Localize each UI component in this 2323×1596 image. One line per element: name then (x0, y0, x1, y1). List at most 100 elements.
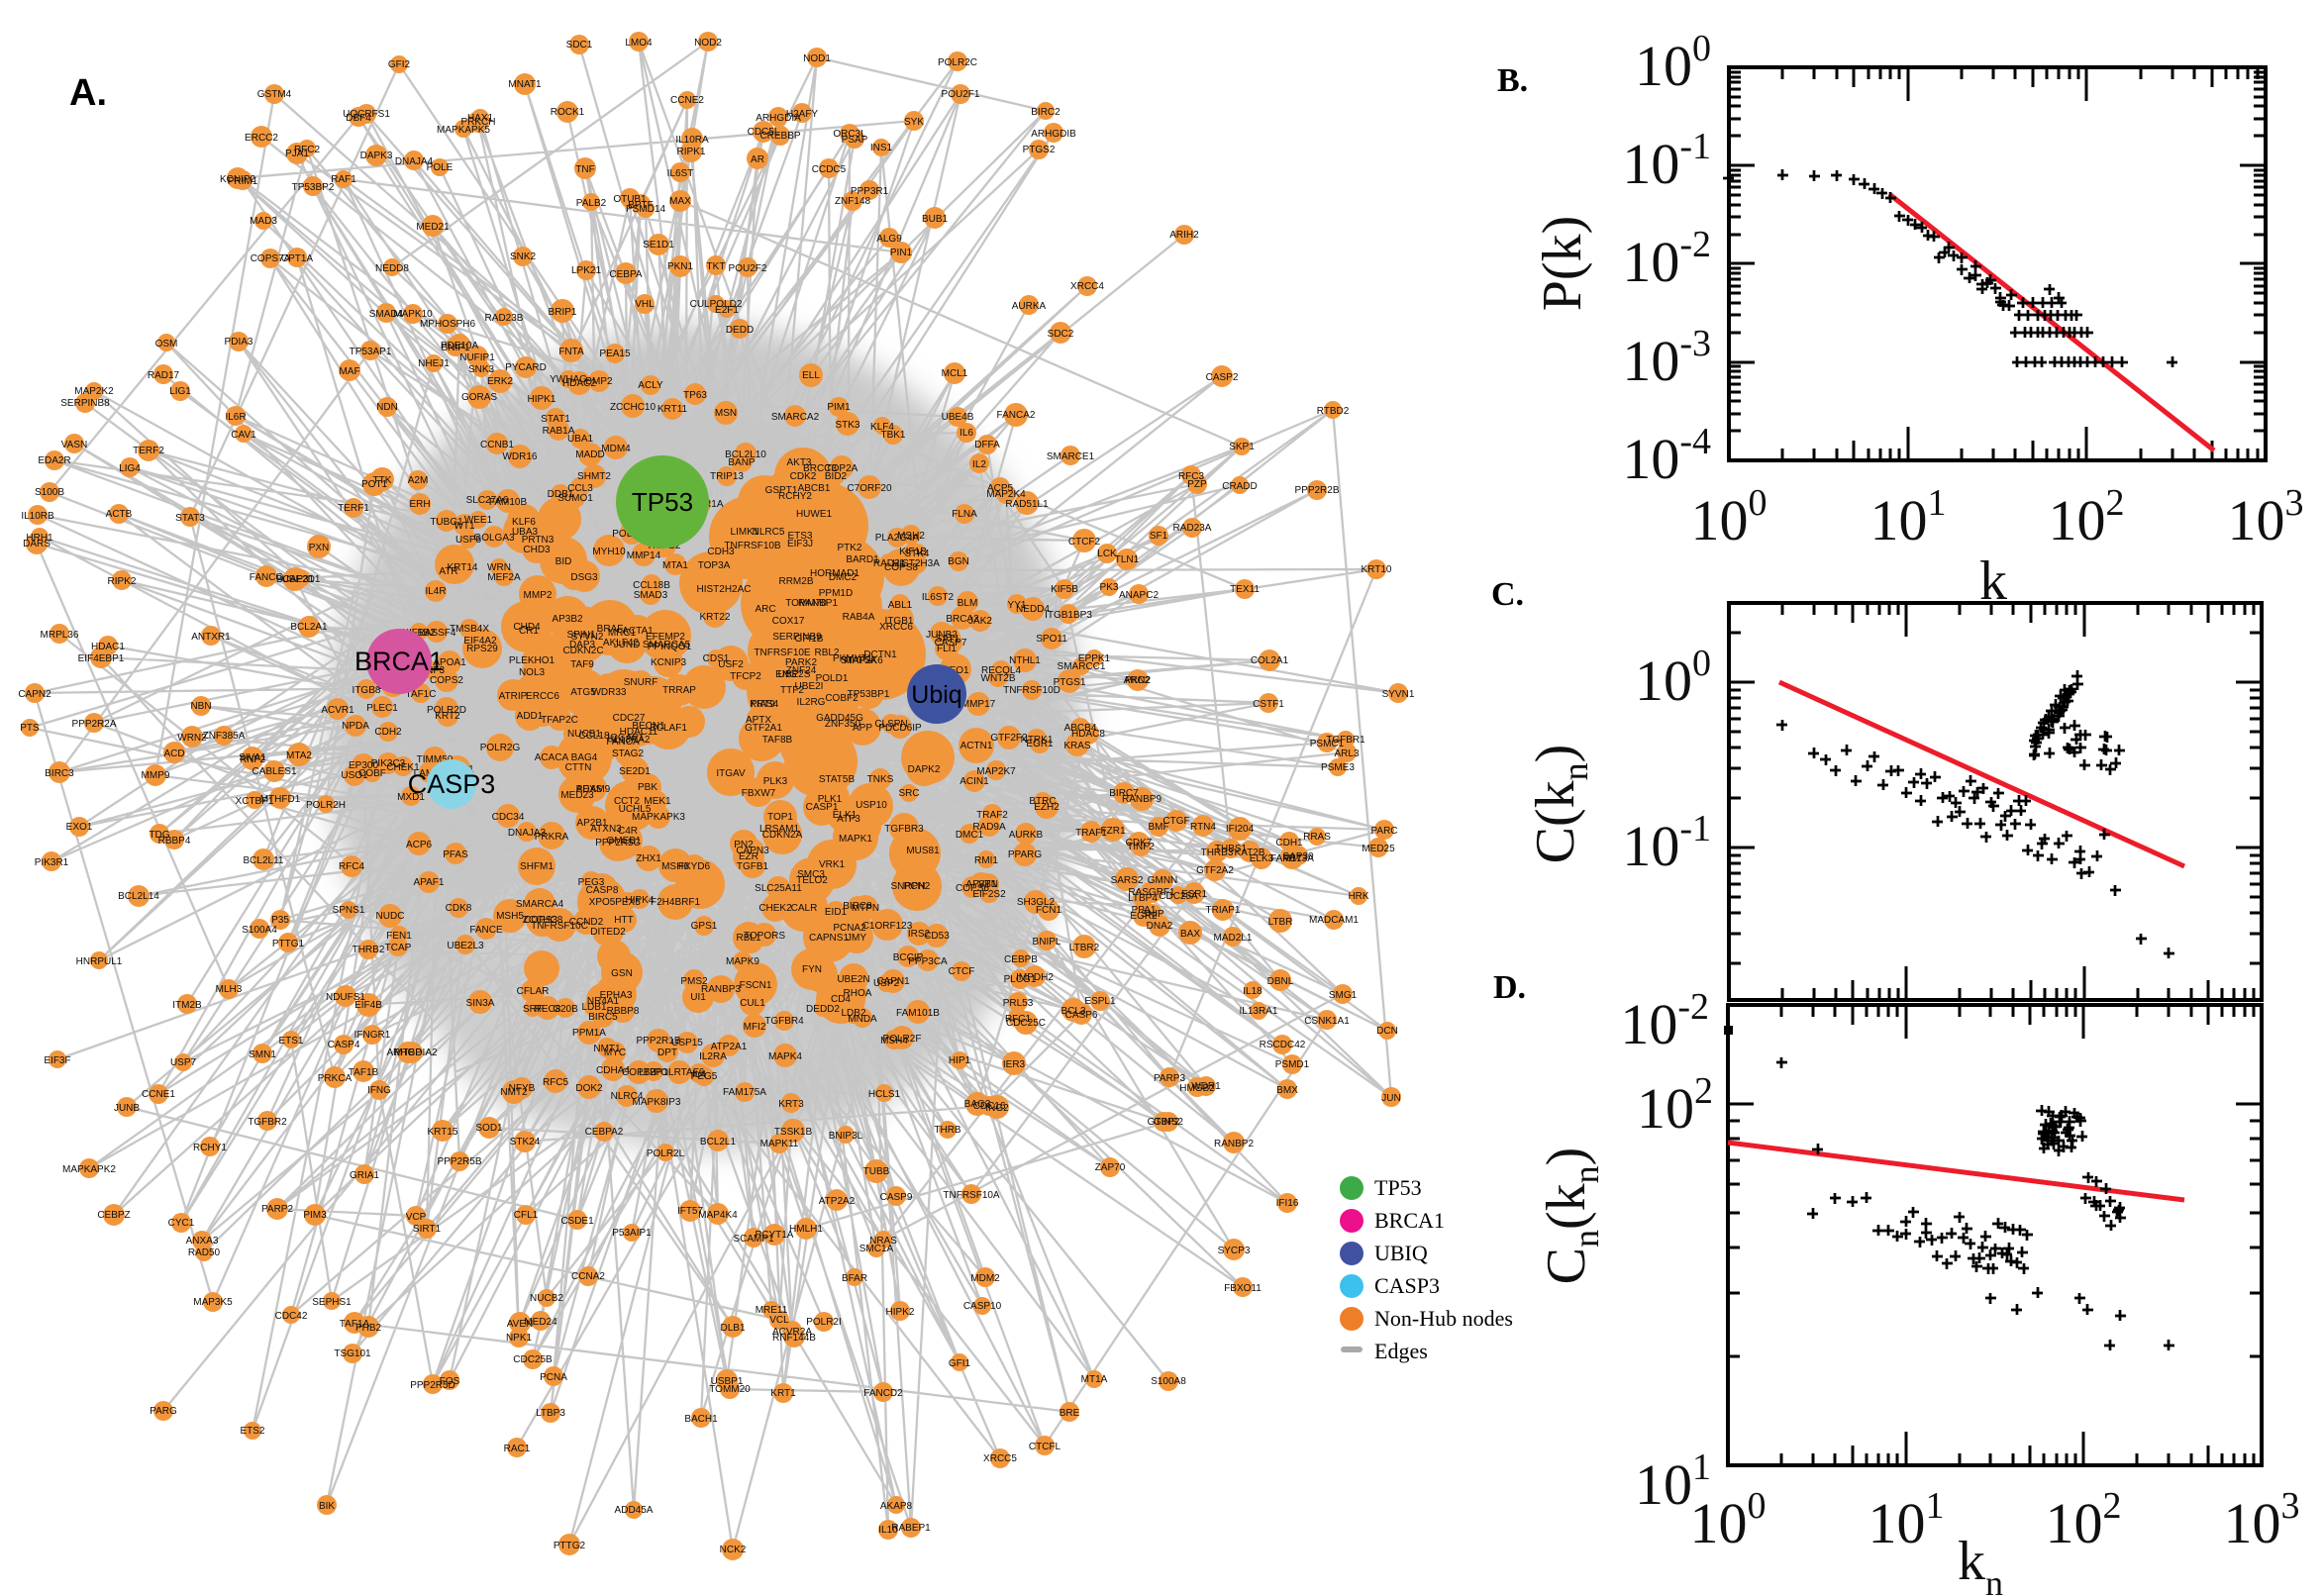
svg-text:EPPK1: EPPK1 (1078, 653, 1111, 664)
svg-text:GTF2A1: GTF2A1 (745, 723, 782, 734)
svg-text:ERCC2: ERCC2 (245, 133, 278, 144)
svg-text:WT1: WT1 (454, 521, 475, 532)
svg-text:UCHL5: UCHL5 (619, 804, 652, 815)
svg-text:FANCA2: FANCA2 (997, 410, 1036, 421)
svg-text:CCNA2: CCNA2 (571, 1271, 605, 1282)
svg-text:RIPK1: RIPK1 (677, 147, 706, 157)
svg-text:PDCD6IP: PDCD6IP (878, 723, 922, 734)
svg-text:COPS3: COPS3 (524, 915, 557, 926)
svg-text:TOP2A: TOP2A (826, 463, 858, 474)
svg-text:VTN: VTN (978, 879, 998, 890)
svg-text:MLH3: MLH3 (216, 984, 243, 995)
svg-text:LTBP3: LTBP3 (536, 1408, 565, 1419)
svg-text:GMEB1: GMEB1 (606, 836, 641, 847)
svg-text:SNRPN: SNRPN (890, 881, 925, 892)
svg-text:CAPNS1: CAPNS1 (809, 933, 849, 944)
svg-text:DMC1: DMC1 (956, 830, 984, 841)
svg-text:TOP3A: TOP3A (698, 560, 731, 571)
svg-text:BFAR: BFAR (842, 1273, 867, 1284)
svg-text:PCH2: PCH2 (904, 881, 931, 892)
svg-text:ERH: ERH (409, 499, 430, 510)
svg-text:TUBG1: TUBG1 (430, 517, 463, 528)
svg-text:DAPK3: DAPK3 (360, 150, 393, 161)
svg-text:SAP30: SAP30 (1282, 851, 1314, 862)
svg-text:KRT9: KRT9 (750, 699, 775, 710)
svg-text:AP3B2: AP3B2 (552, 614, 583, 625)
svg-text:SARS2: SARS2 (1111, 875, 1144, 886)
svg-text:TP63: TP63 (683, 390, 707, 401)
svg-text:PIM1: PIM1 (827, 402, 851, 413)
svg-text:KCNIP2: KCNIP2 (220, 174, 256, 185)
svg-text:DCTN1: DCTN1 (863, 649, 897, 660)
svg-text:WEE1: WEE1 (464, 515, 493, 526)
svg-text:C4R: C4R (618, 826, 638, 837)
svg-text:JUN: JUN (1381, 1093, 1400, 1104)
svg-text:TTF2: TTF2 (780, 685, 804, 696)
svg-text:MCL1: MCL1 (942, 368, 968, 379)
svg-text:CASP6: CASP6 (1065, 1010, 1098, 1021)
svg-text:CSTF1: CSTF1 (1253, 699, 1284, 710)
svg-text:HRH1: HRH1 (26, 533, 53, 544)
svg-text:TELO2: TELO2 (796, 875, 828, 886)
svg-text:ATG5: ATG5 (570, 687, 596, 698)
svg-text:BID2: BID2 (825, 471, 848, 482)
svg-text:HMGB2: HMGB2 (1179, 1083, 1215, 1094)
svg-text:CDC25C: CDC25C (1006, 1018, 1046, 1029)
svg-text:CDK7: CDK7 (1126, 838, 1153, 848)
svg-text:RNF2: RNF2 (240, 754, 266, 765)
svg-text:PCYT1A: PCYT1A (756, 1230, 794, 1241)
svg-text:USBP1: USBP1 (711, 1376, 744, 1387)
svg-text:BCLAF1: BCLAF1 (650, 723, 687, 734)
svg-text:BGN: BGN (948, 556, 969, 567)
svg-text:WNT2B: WNT2B (981, 673, 1016, 684)
svg-text:A.: A. (69, 72, 107, 114)
svg-text:RTBD2: RTBD2 (1317, 406, 1350, 417)
svg-text:STAT3: STAT3 (175, 513, 205, 524)
svg-text:CAPN2: CAPN2 (18, 689, 51, 700)
svg-text:MAPKAPK3: MAPKAPK3 (632, 812, 685, 823)
svg-text:CCDC5: CCDC5 (812, 164, 847, 175)
svg-text:C(kn): C(kn) (1525, 745, 1595, 864)
svg-text:PFAS: PFAS (443, 849, 468, 860)
svg-text:SNK2: SNK2 (510, 251, 537, 262)
svg-text:SEPHS1: SEPHS1 (312, 1297, 352, 1308)
svg-text:TRAF2: TRAF2 (976, 810, 1008, 821)
svg-text:DBF4: DBF4 (346, 113, 371, 124)
svg-text:DFFA: DFFA (974, 440, 1000, 450)
svg-text:TNF: TNF (575, 164, 594, 175)
svg-text:DAPK2: DAPK2 (908, 764, 941, 775)
svg-text:COPS2: COPS2 (430, 675, 463, 686)
svg-text:CFLAR: CFLAR (517, 986, 550, 997)
svg-text:UBE2L3: UBE2L3 (447, 941, 484, 951)
svg-text:CAPN3: CAPN3 (736, 846, 769, 856)
svg-text:PPP3CA: PPP3CA (908, 956, 948, 967)
svg-text:C.: C. (1491, 576, 1524, 613)
svg-text:PTGS2: PTGS2 (1023, 145, 1056, 155)
svg-text:PTGS1: PTGS1 (1054, 677, 1086, 688)
svg-text:CASP8: CASP8 (586, 885, 619, 896)
svg-text:ERCC6: ERCC6 (526, 691, 559, 702)
svg-text:FANCA: FANCA (606, 737, 640, 748)
svg-text:PEG3: PEG3 (578, 877, 605, 888)
svg-text:YWHAG: YWHAG (550, 374, 587, 385)
svg-text:HRK: HRK (1348, 891, 1368, 902)
svg-text:SYVN1: SYVN1 (1382, 689, 1415, 700)
svg-text:MTHFD1: MTHFD1 (260, 794, 301, 805)
svg-text:EIF3F: EIF3F (44, 1055, 70, 1066)
svg-text:BCL2A1: BCL2A1 (290, 622, 328, 633)
svg-text:TDG: TDG (149, 830, 169, 841)
svg-text:LIG1: LIG1 (169, 386, 191, 397)
svg-text:AP3B1: AP3B1 (965, 879, 997, 890)
svg-text:MAD3: MAD3 (250, 216, 277, 227)
svg-text:UBA1: UBA1 (567, 434, 594, 445)
svg-text:SMARCA4: SMARCA4 (516, 899, 564, 910)
svg-text:RFC2: RFC2 (294, 145, 321, 155)
svg-text:COPS6: COPS6 (956, 883, 989, 894)
svg-text:C7ORF20: C7ORF20 (847, 483, 891, 494)
svg-text:HCLS1: HCLS1 (868, 1089, 901, 1100)
svg-text:ACTA1: ACTA1 (622, 626, 654, 637)
svg-text:FYN: FYN (802, 964, 822, 975)
svg-text:MAPK11: MAPK11 (760, 1139, 799, 1149)
svg-text:DARS: DARS (23, 539, 50, 549)
svg-text:ARC: ARC (755, 604, 775, 615)
